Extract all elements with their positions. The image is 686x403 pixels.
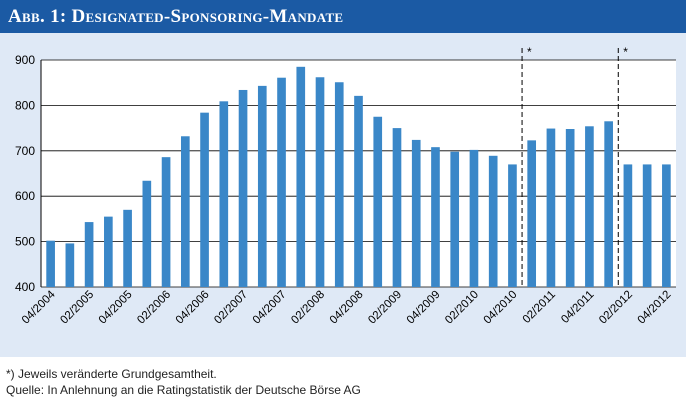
x-tick-label: 04/2010: [482, 289, 520, 327]
y-tick-label: 900: [15, 53, 35, 67]
x-tick-label: 04/2009: [405, 289, 443, 327]
x-tick-label: 02/2007: [212, 289, 250, 327]
x-tick-label: 02/2005: [58, 289, 96, 327]
structural-break-marker: *: [623, 45, 628, 59]
structural-break-marker: *: [527, 45, 532, 59]
bar: [488, 155, 498, 287]
bar: [604, 121, 613, 287]
footnotes: *) Jeweils veränderte Grundgesamtheit. Q…: [6, 366, 682, 398]
bar: [546, 128, 556, 287]
bar: [200, 112, 209, 287]
bar: [354, 95, 363, 287]
bar: [123, 209, 132, 287]
bar: [46, 240, 55, 287]
bar: [373, 116, 383, 287]
x-tick-label: 04/2006: [174, 289, 212, 327]
bar: [257, 85, 267, 288]
bar: [180, 136, 190, 287]
x-tick-label: 02/2011: [521, 289, 558, 326]
bar: [161, 157, 171, 287]
bar: [508, 164, 517, 287]
bar: [65, 243, 75, 287]
bar: [565, 129, 575, 287]
y-tick-label: 400: [15, 280, 35, 294]
bar: [277, 77, 286, 288]
bar: [662, 164, 671, 287]
bar: [142, 180, 152, 287]
x-tick-label: 02/2010: [443, 289, 481, 327]
y-tick-label: 500: [15, 235, 35, 249]
figure-title: Abb. 1: Designated-Sponsoring-Mandate: [8, 6, 344, 27]
x-tick-label: 04/2011: [559, 289, 596, 326]
bar: [84, 222, 94, 287]
bar: [642, 164, 652, 287]
y-tick-label: 600: [15, 189, 35, 203]
bar: [623, 164, 633, 287]
bar: [392, 128, 402, 287]
bar: [411, 139, 421, 287]
x-tick-label: 02/2009: [366, 289, 404, 327]
bar: [296, 66, 306, 287]
x-tick-label: 02/2008: [289, 289, 327, 327]
x-tick-label: 04/2007: [251, 289, 289, 327]
bar: [238, 89, 248, 287]
y-tick-label: 700: [15, 144, 35, 158]
footnote-marker-note: *) Jeweils veränderte Grundgesamtheit.: [6, 367, 217, 381]
bar: [104, 216, 113, 287]
bar: [431, 147, 440, 287]
x-tick-label: 04/2005: [97, 289, 135, 327]
bar: [219, 101, 229, 288]
bar: [469, 149, 479, 287]
bar: [315, 77, 325, 287]
x-tick-label: 04/2012: [636, 289, 674, 327]
bar: [527, 140, 537, 287]
y-tick-label: 800: [15, 98, 35, 112]
footnote-source: Quelle: In Anlehnung an die Ratingstatis…: [6, 383, 361, 397]
x-tick-label: 02/2006: [135, 289, 173, 327]
figure-header: Abb. 1: Designated-Sponsoring-Mandate: [0, 0, 686, 33]
x-tick-label: 04/2008: [328, 289, 366, 327]
bar: [334, 82, 344, 287]
bar: [450, 151, 460, 287]
bar: [585, 126, 594, 287]
x-tick-label: 02/2012: [597, 289, 635, 327]
